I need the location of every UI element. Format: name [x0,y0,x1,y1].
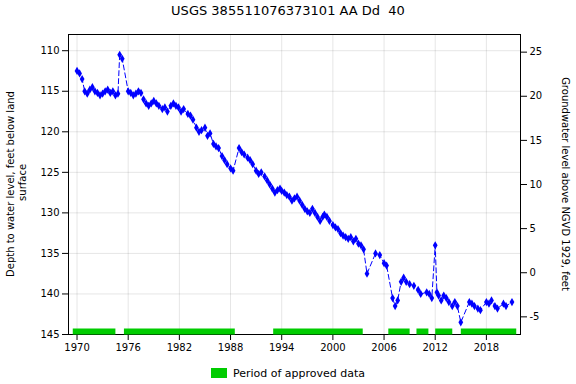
svg-text:120: 120 [40,126,59,137]
svg-text:20: 20 [530,90,543,101]
svg-text:5: 5 [530,223,536,234]
svg-text:1994: 1994 [269,342,294,353]
svg-text:1970: 1970 [64,342,89,353]
html-text:USGS 385511076373101 AA Dd 40: USGS 385511076373101 AA Dd 40 [171,3,405,18]
svg-text:2012: 2012 [422,342,447,353]
svg-text:10: 10 [530,179,543,190]
svg-text:1982: 1982 [167,342,192,353]
svg-text:125: 125 [40,167,59,178]
svg-text:2006: 2006 [371,342,396,353]
svg-text:15: 15 [530,135,543,146]
svg-text:2000: 2000 [320,342,345,353]
svg-text:130: 130 [40,207,59,218]
svg-text:Groundwater level above NGVD 1: Groundwater level above NGVD 1929, feet [560,77,571,291]
svg-text:140: 140 [40,288,59,299]
svg-text:115: 115 [40,85,59,96]
svg-text:Depth to water level, feet bel: Depth to water level, feet below land su… [5,91,28,277]
svg-text:0: 0 [530,267,536,278]
svg-text:-5: -5 [530,311,540,322]
svg-text:135: 135 [40,248,59,259]
svg-text:1988: 1988 [218,342,243,353]
svg-text:1976: 1976 [115,342,140,353]
svg-text:110: 110 [40,45,59,56]
svg-text:145: 145 [40,329,59,340]
svg-text:2018: 2018 [474,342,499,353]
svg-text:25: 25 [530,46,543,57]
html-text:Period of approved data: Period of approved data [232,366,366,380]
